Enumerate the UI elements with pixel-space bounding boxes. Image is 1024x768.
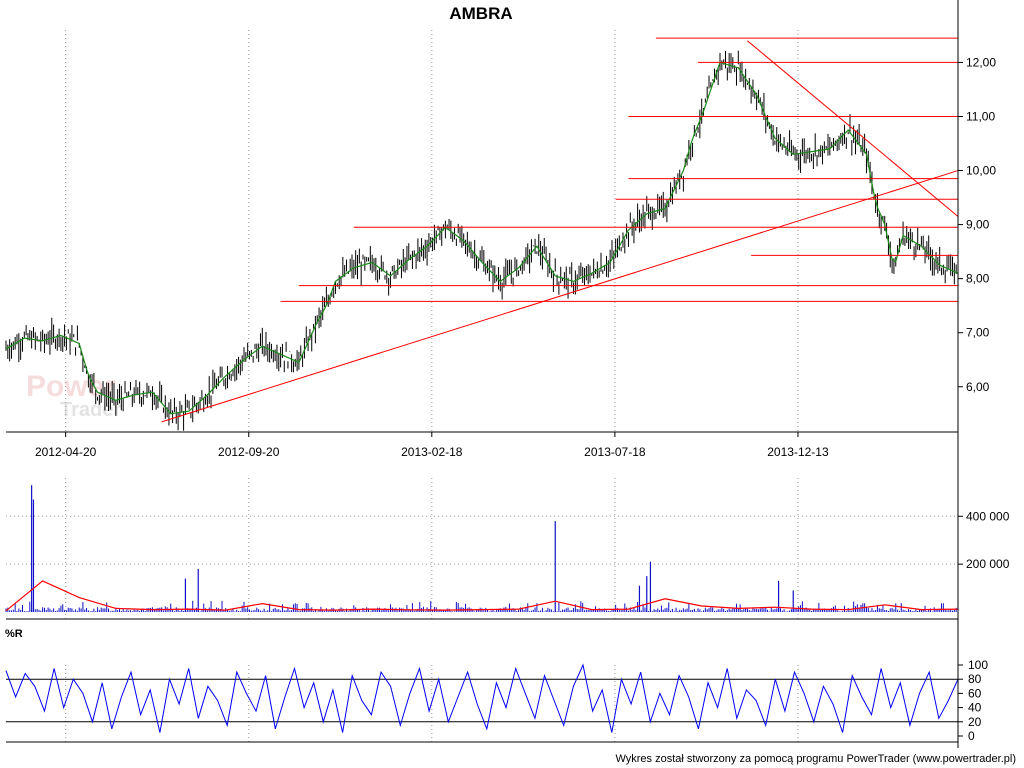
wr-y-tick-label: 80 <box>968 672 982 686</box>
footer-credit: Wykres został stworzony za pomocą progra… <box>615 753 1016 765</box>
axes: 2012-04-20 2012-09-20 2013-02-18 2013-07-18… <box>6 0 1010 748</box>
x-tick-label: 2012-09-20 <box>218 445 280 459</box>
williams-r-line <box>5 663 959 733</box>
trendline <box>747 40 959 217</box>
grid-lines <box>6 30 958 742</box>
trendline <box>161 170 959 423</box>
wr-y-tick-label: 60 <box>968 686 982 700</box>
price-y-tick-label: 7,00 <box>966 326 990 340</box>
x-tick-label: 2012-04-20 <box>35 445 97 459</box>
indicator-label: %R <box>5 628 23 640</box>
price-y-tick-label: 8,00 <box>966 272 990 286</box>
volume-panel <box>5 485 959 612</box>
volume-moving-average <box>5 580 959 612</box>
chart-title: AMBRA <box>449 4 512 23</box>
wr-y-tick-label: 100 <box>968 658 988 672</box>
price-y-tick-label: 12,00 <box>966 55 996 69</box>
williams-r-panel <box>5 663 959 733</box>
wr-y-tick-label: 20 <box>968 715 982 729</box>
x-tick-label: 2013-12-13 <box>767 445 829 459</box>
wr-y-tick-label: 40 <box>968 701 982 715</box>
price-y-tick-label: 10,00 <box>966 164 996 178</box>
price-y-tick-label: 6,00 <box>966 380 990 394</box>
powertrader-watermark: Power Trader <box>26 370 121 421</box>
watermark-line2: Trader <box>60 399 121 421</box>
volume-y-tick-label: 400 000 <box>966 509 1010 523</box>
volume-y-tick-label: 200 000 <box>966 557 1010 571</box>
x-tick-label: 2013-07-18 <box>584 445 646 459</box>
price-y-tick-label: 11,00 <box>966 109 995 123</box>
price-panel <box>5 37 959 431</box>
wr-y-tick-label: 0 <box>968 729 975 743</box>
moving-average-line <box>5 61 959 415</box>
volume-bars <box>5 485 959 612</box>
price-bars <box>5 50 959 431</box>
x-tick-label: 2013-02-18 <box>401 445 463 459</box>
price-y-tick-label: 9,00 <box>966 218 990 232</box>
